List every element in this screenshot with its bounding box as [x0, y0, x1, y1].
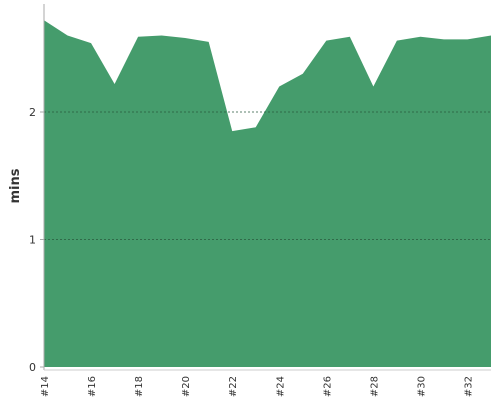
x-tick-label: #18 — [134, 376, 145, 397]
x-tick-label: #16 — [87, 376, 98, 397]
x-tick-label: #20 — [181, 376, 192, 397]
y-axis-label: mins — [8, 168, 23, 203]
y-tick-label: 0 — [29, 361, 36, 374]
x-tick-label: #22 — [228, 376, 239, 397]
x-tick-label: #28 — [369, 376, 380, 397]
area — [44, 20, 491, 367]
y-tick-label: 2 — [29, 106, 36, 119]
x-tick-label: #24 — [275, 376, 286, 397]
y-tick-label: 1 — [29, 234, 36, 247]
x-tick-label: #26 — [322, 376, 333, 397]
x-tick-label: #32 — [463, 376, 474, 397]
x-tick-label: #14 — [40, 376, 51, 397]
x-tick-label: #30 — [416, 376, 427, 397]
